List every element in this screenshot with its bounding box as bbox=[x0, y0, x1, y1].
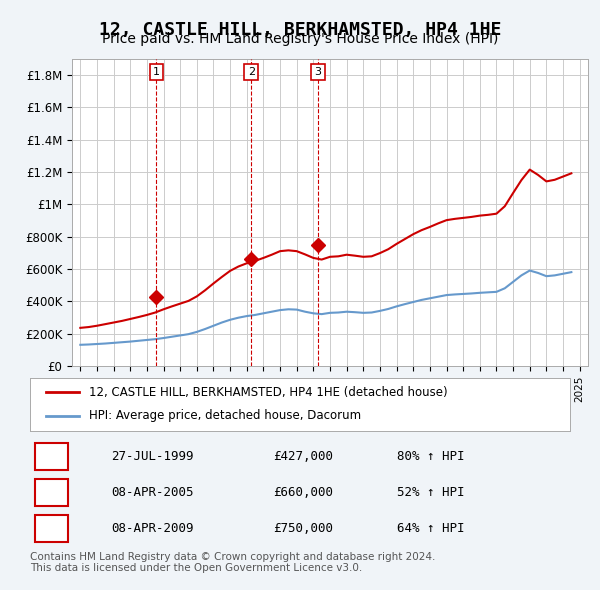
Text: Price paid vs. HM Land Registry's House Price Index (HPI): Price paid vs. HM Land Registry's House … bbox=[102, 32, 498, 47]
Text: HPI: Average price, detached house, Dacorum: HPI: Average price, detached house, Daco… bbox=[89, 409, 362, 422]
Text: 12, CASTLE HILL, BERKHAMSTED, HP4 1HE (detached house): 12, CASTLE HILL, BERKHAMSTED, HP4 1HE (d… bbox=[89, 386, 448, 399]
Text: 1: 1 bbox=[153, 67, 160, 77]
Text: 80% ↑ HPI: 80% ↑ HPI bbox=[397, 450, 465, 463]
Text: 27-JUL-1999: 27-JUL-1999 bbox=[111, 450, 193, 463]
Text: £750,000: £750,000 bbox=[273, 522, 333, 535]
Text: 3: 3 bbox=[314, 67, 322, 77]
Text: 1: 1 bbox=[48, 450, 55, 463]
FancyBboxPatch shape bbox=[35, 515, 68, 542]
Text: £660,000: £660,000 bbox=[273, 486, 333, 499]
Text: Contains HM Land Registry data © Crown copyright and database right 2024.
This d: Contains HM Land Registry data © Crown c… bbox=[30, 552, 436, 573]
Text: £427,000: £427,000 bbox=[273, 450, 333, 463]
Text: 08-APR-2009: 08-APR-2009 bbox=[111, 522, 193, 535]
Text: 08-APR-2005: 08-APR-2005 bbox=[111, 486, 193, 499]
FancyBboxPatch shape bbox=[35, 479, 68, 506]
Text: 52% ↑ HPI: 52% ↑ HPI bbox=[397, 486, 465, 499]
FancyBboxPatch shape bbox=[35, 443, 68, 470]
Text: 2: 2 bbox=[248, 67, 255, 77]
Text: 2: 2 bbox=[48, 486, 55, 499]
Text: 64% ↑ HPI: 64% ↑ HPI bbox=[397, 522, 465, 535]
Text: 12, CASTLE HILL, BERKHAMSTED, HP4 1HE: 12, CASTLE HILL, BERKHAMSTED, HP4 1HE bbox=[99, 21, 501, 39]
Text: 3: 3 bbox=[48, 522, 55, 535]
